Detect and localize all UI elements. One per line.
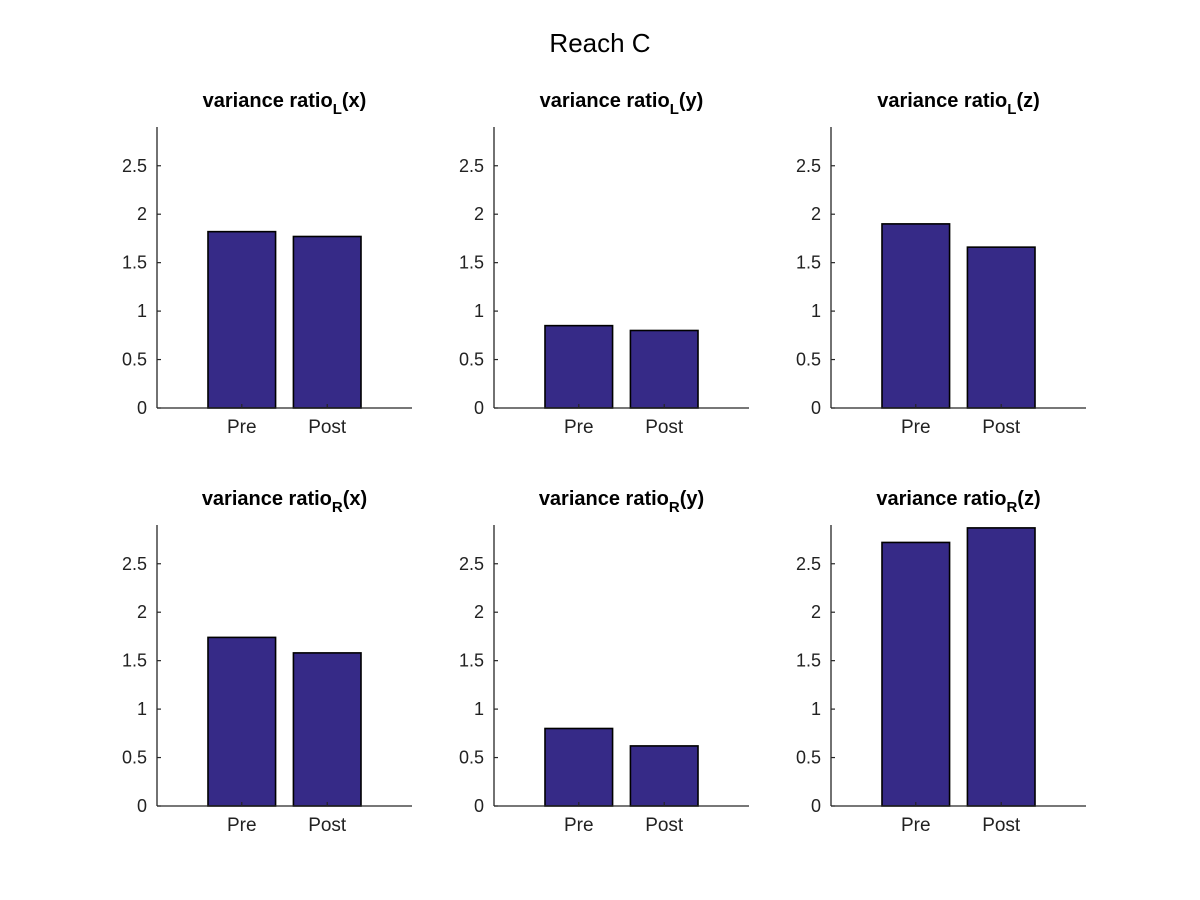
subplot-title-base: variance ratio [203,90,333,112]
bar-post [966,246,1036,409]
subplot-title: variance ratioL(y) [540,90,704,118]
y-tick-label: 2.5 [122,554,147,574]
x-tick-label-post: Post [645,815,684,836]
bar-post [966,527,1036,807]
subplot-title-subscript: R [1006,499,1017,516]
figure-title: Reach C [549,28,650,58]
x-tick-label-pre: Pre [564,417,594,438]
y-tick-label: 2.5 [459,156,484,176]
subplot-title-base: variance ratio [877,90,1007,112]
y-tick-label: 2.5 [796,156,821,176]
x-tick-label-pre: Pre [901,417,931,438]
x-tick-label-post: Post [645,417,684,438]
y-tick-label: 1.5 [459,253,484,273]
bar-pre [544,324,614,409]
y-tick-label: 2 [474,204,484,224]
subplot-title-subscript: L [670,101,679,118]
subplot-title-suffix: (y) [679,90,703,112]
y-tick-label: 2.5 [122,156,147,176]
subplot-title-suffix: (z) [1016,90,1039,112]
bar-post [292,235,362,409]
bar-pre [207,230,277,409]
bar-post [629,329,699,409]
y-tick-label: 0.5 [796,748,821,768]
x-tick-label-post: Post [308,417,347,438]
y-tick-label: 2.5 [459,554,484,574]
subplot-title-base: variance ratio [539,488,669,510]
y-tick-label: 2.5 [796,554,821,574]
subplot-5: variance ratioR(y) 0 0.5 1 1.5 2 2.5 Pre Post [459,488,749,836]
y-tick-label: 1 [137,301,147,321]
subplot-title-suffix: (x) [342,90,366,112]
y-tick-label: 0.5 [459,350,484,370]
x-tick-label-post: Post [982,815,1021,836]
bar-pre [207,636,277,807]
subplot-title-base: variance ratio [540,90,670,112]
subplot-title: variance ratioL(z) [877,90,1040,118]
subplot-title: variance ratioR(y) [539,488,704,516]
y-tick-label: 1.5 [796,253,821,273]
y-tick-label: 2 [474,602,484,622]
x-tick-label-pre: Pre [227,417,257,438]
subplot-1: variance ratioL(x) 0 0.5 1 1.5 2 2.5 Pre Post [122,90,412,438]
x-tick-label-post: Post [308,815,347,836]
y-tick-label: 0 [474,796,484,816]
subplot-title-suffix: (y) [680,488,704,510]
subplot-title-subscript: R [332,499,343,516]
y-tick-label: 0 [137,398,147,418]
subplot-title-subscript: L [1007,101,1016,118]
y-tick-label: 1.5 [459,651,484,671]
subplot-title: variance ratioR(z) [876,488,1040,516]
subplot-title: variance ratioL(x) [203,90,367,118]
y-tick-label: 2 [137,602,147,622]
subplot-3: variance ratioL(z) 0 0.5 1 1.5 2 2.5 Pre Post [796,90,1086,438]
y-tick-label: 0.5 [122,748,147,768]
bar-post [292,652,362,807]
subplot-title-subscript: R [669,499,680,516]
subplot-title-base: variance ratio [202,488,332,510]
bar-pre [881,223,951,409]
y-tick-label: 0.5 [122,350,147,370]
subplot-title-suffix: (x) [343,488,367,510]
y-tick-label: 1 [474,301,484,321]
subplot-2: variance ratioL(y) 0 0.5 1 1.5 2 2.5 Pre Post [459,90,749,438]
y-tick-label: 1.5 [122,651,147,671]
x-tick-label-pre: Pre [564,815,594,836]
y-tick-label: 0.5 [796,350,821,370]
y-tick-label: 1 [811,699,821,719]
subplot-title-base: variance ratio [876,488,1006,510]
x-tick-label-pre: Pre [901,815,931,836]
x-tick-label-post: Post [982,417,1021,438]
bar-post [629,745,699,807]
bar-pre [544,727,614,807]
y-tick-label: 0 [811,398,821,418]
y-tick-label: 0.5 [459,748,484,768]
y-tick-label: 1.5 [122,253,147,273]
x-tick-label-pre: Pre [227,815,257,836]
y-tick-label: 1.5 [796,651,821,671]
y-tick-label: 2 [137,204,147,224]
y-tick-label: 0 [811,796,821,816]
y-tick-label: 1 [474,699,484,719]
subplot-title-suffix: (z) [1017,488,1040,510]
subplot-title: variance ratioR(x) [202,488,367,516]
subplot-4: variance ratioR(x) 0 0.5 1 1.5 2 2.5 Pre Post [122,488,412,836]
y-tick-label: 0 [474,398,484,418]
bar-pre [881,541,951,807]
y-tick-label: 2 [811,204,821,224]
y-tick-label: 0 [137,796,147,816]
subplot-6: variance ratioR(z) 0 0.5 1 1.5 2 2.5 Pre Post [796,488,1086,836]
y-tick-label: 1 [811,301,821,321]
y-tick-label: 1 [137,699,147,719]
y-tick-label: 2 [811,602,821,622]
subplot-title-subscript: L [333,101,342,118]
